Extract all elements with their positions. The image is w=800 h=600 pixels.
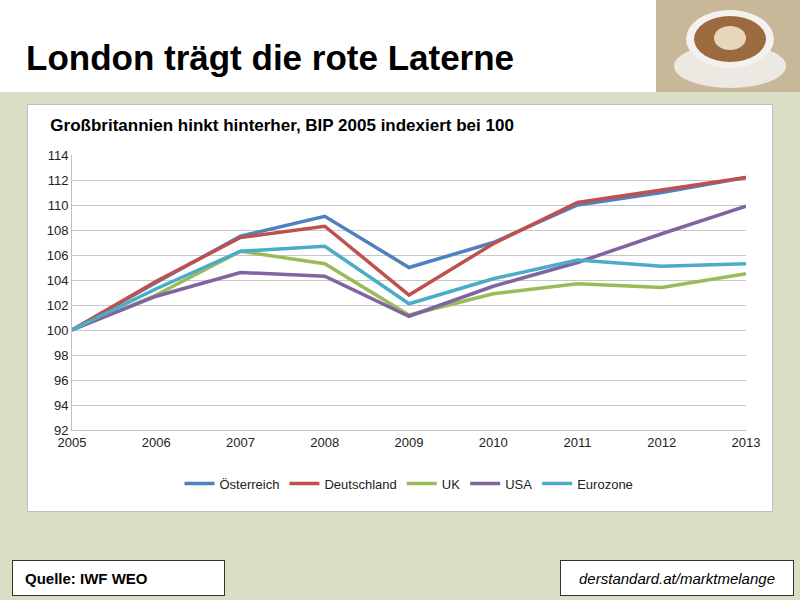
svg-text:2008: 2008: [310, 435, 339, 450]
svg-text:114: 114: [48, 148, 69, 163]
svg-text:2010: 2010: [479, 435, 508, 450]
svg-text:106: 106: [47, 248, 69, 263]
svg-text:100: 100: [47, 323, 69, 338]
svg-text:96: 96: [54, 373, 68, 388]
svg-text:110: 110: [48, 198, 69, 213]
svg-text:Großbritannien hinkt hinterher: Großbritannien hinkt hinterher, BIP 2005…: [50, 116, 514, 135]
svg-text:2011: 2011: [564, 435, 592, 450]
svg-text:104: 104: [47, 273, 69, 288]
html-text:derstandard.at/marktmelange: derstandard.at/marktmelange: [579, 569, 775, 587]
html-text:Quelle: IWF WEO: Quelle: IWF WEO: [25, 569, 148, 587]
svg-text:2013: 2013: [732, 435, 761, 450]
html-text:London trägt die rote Laterne: London trägt die rote Laterne: [26, 38, 515, 77]
svg-text:USA: USA: [505, 477, 532, 492]
svg-text:2006: 2006: [142, 435, 171, 450]
svg-text:98: 98: [54, 348, 68, 363]
svg-text:112: 112: [48, 173, 69, 188]
svg-text:UK: UK: [442, 477, 460, 492]
svg-text:2007: 2007: [226, 435, 255, 450]
svg-text:94: 94: [54, 398, 68, 413]
svg-text:Deutschland: Deutschland: [324, 477, 396, 492]
svg-text:Eurozone: Eurozone: [577, 477, 633, 492]
svg-text:2005: 2005: [58, 435, 87, 450]
svg-text:2009: 2009: [395, 435, 424, 450]
svg-text:Österreich: Österreich: [220, 477, 280, 492]
svg-text:92: 92: [54, 423, 68, 438]
svg-text:2012: 2012: [647, 435, 676, 450]
svg-text:102: 102: [47, 298, 69, 313]
svg-text:108: 108: [47, 223, 69, 238]
